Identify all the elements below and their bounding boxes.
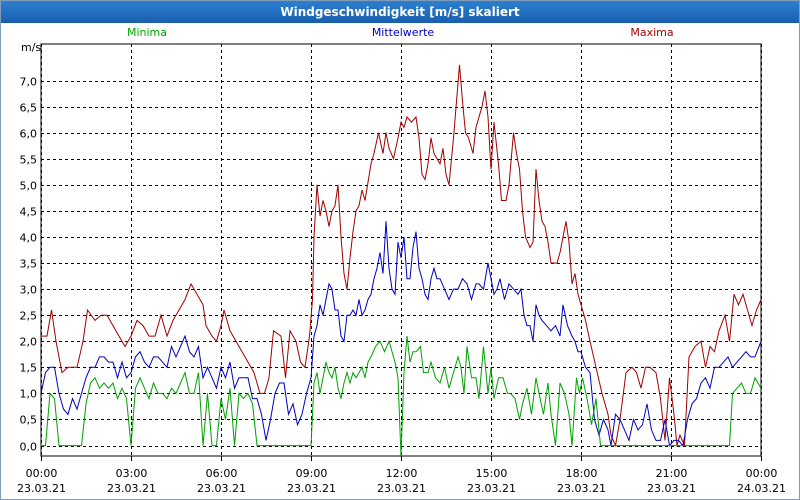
- x-tick-time: 00:00: [746, 467, 778, 480]
- y-tick-label: 1,0: [20, 388, 38, 401]
- x-tick-date: 23.03.21: [647, 482, 696, 495]
- legend-maxima: Maxima: [630, 26, 673, 39]
- y-tick-label: 3,5: [20, 258, 38, 271]
- x-tick-time: 18:00: [566, 467, 598, 480]
- x-tick-date: 23.03.21: [107, 482, 156, 495]
- y-tick-label: 5,0: [20, 180, 38, 193]
- y-tick-label: 5,5: [20, 154, 38, 167]
- x-tick-time: 21:00: [656, 467, 688, 480]
- y-tick-label: 6,0: [20, 128, 38, 141]
- y-tick-label: 1,5: [20, 362, 38, 375]
- x-tick-time: 03:00: [116, 467, 148, 480]
- x-tick-time: 12:00: [386, 467, 418, 480]
- x-tick-time: 06:00: [206, 467, 238, 480]
- y-axis-label: m/s: [21, 41, 41, 54]
- x-tick-date: 23.03.21: [377, 482, 426, 495]
- x-tick-time: 15:00: [476, 467, 508, 480]
- x-tick-date: 23.03.21: [557, 482, 606, 495]
- y-tick-label: 6,5: [20, 102, 38, 115]
- legend-minima: Minima: [127, 26, 167, 39]
- y-tick-label: 4,0: [20, 232, 38, 245]
- y-tick-label: 2,0: [20, 336, 38, 349]
- wind-speed-chart: 0,0 0,5 1,0 1,5 2,0 2,5 3,0 3,5 4,0 4,5 5,0 5,5 6,0 6…: [17, 26, 786, 495]
- x-tick-time: 09:00: [296, 467, 328, 480]
- x-tick-date: 23.03.21: [17, 482, 66, 495]
- y-tick-label: 4,5: [20, 206, 38, 219]
- y-tick-label: 0,5: [20, 414, 38, 427]
- series-line-maxima: [41, 64, 762, 448]
- x-tick-date: 23.03.21: [467, 482, 516, 495]
- series-line-minima: [41, 336, 762, 457]
- legend-mittelwerte: Mittelwerte: [372, 26, 435, 39]
- x-tick-date: 23.03.21: [197, 482, 246, 495]
- y-tick-label: 0,0: [20, 441, 38, 454]
- y-tick-label: 3,0: [20, 284, 38, 297]
- x-tick-date: 23.03.21: [287, 482, 336, 495]
- series-line-mittelwerte: [40, 221, 762, 447]
- y-tick-label: 7,0: [20, 76, 38, 89]
- chart-title: Windgeschwindigkeit [m/s] skaliert: [1, 1, 799, 23]
- x-tick-date: 24.03.21: [737, 482, 786, 495]
- x-tick-time: 00:00: [26, 467, 58, 480]
- y-tick-label: 2,5: [20, 310, 38, 323]
